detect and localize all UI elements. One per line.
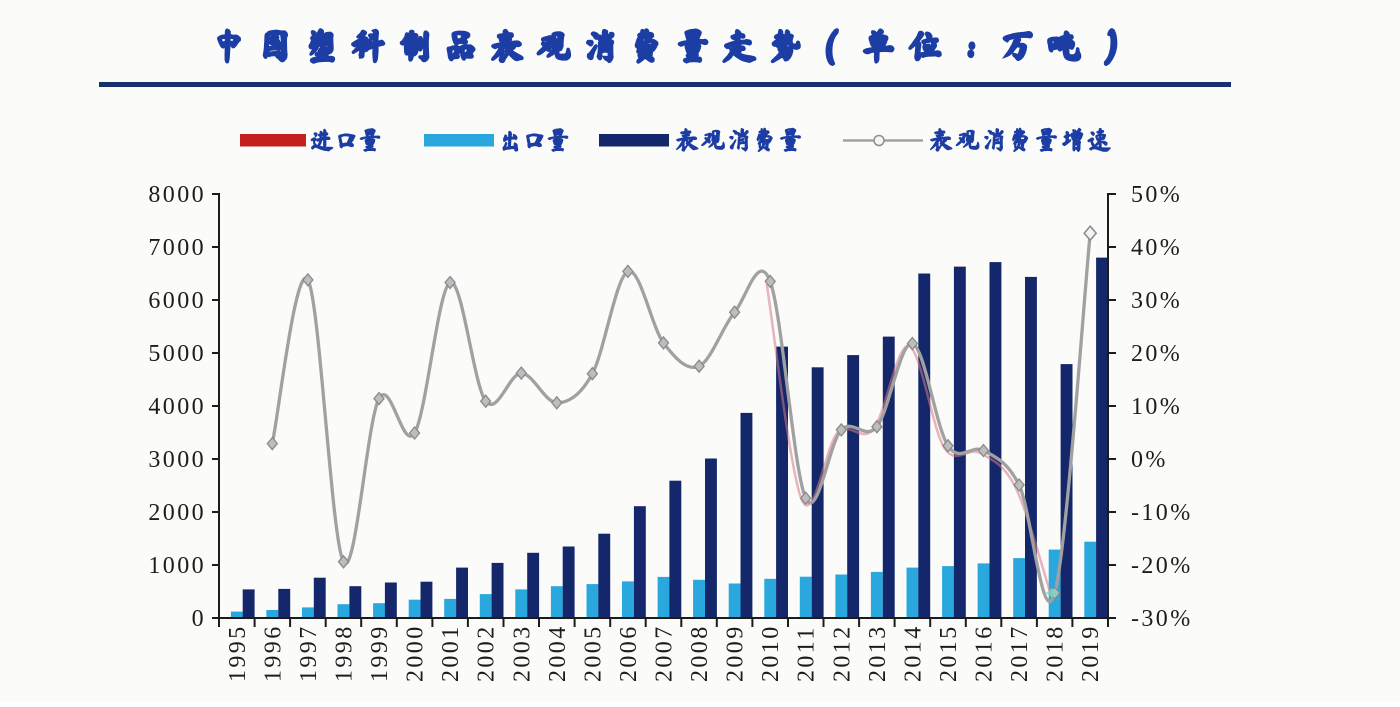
svg-text:7000: 7000 (148, 235, 206, 261)
svg-text:2004: 2004 (545, 624, 571, 682)
svg-text:2018: 2018 (1043, 624, 1069, 682)
svg-text:2017: 2017 (1007, 624, 1033, 682)
svg-text:2008: 2008 (687, 624, 713, 682)
svg-text:2003: 2003 (509, 624, 535, 682)
svg-text:3000: 3000 (148, 447, 206, 473)
svg-text:2002: 2002 (474, 624, 500, 682)
svg-text:0%: 0% (1131, 447, 1168, 473)
svg-text:-20%: -20% (1131, 553, 1193, 579)
svg-text:4000: 4000 (148, 394, 206, 420)
svg-text:1997: 1997 (296, 624, 322, 682)
svg-text:1996: 1996 (260, 624, 286, 682)
svg-text:1999: 1999 (367, 624, 393, 682)
svg-text:-30%: -30% (1131, 606, 1193, 632)
svg-text:2009: 2009 (723, 624, 749, 682)
svg-text:2014: 2014 (900, 624, 926, 682)
svg-text:2013: 2013 (865, 624, 891, 682)
svg-text:2007: 2007 (652, 624, 678, 682)
svg-text:20%: 20% (1131, 341, 1182, 367)
svg-text:-10%: -10% (1131, 500, 1193, 526)
svg-text:5000: 5000 (148, 341, 206, 367)
svg-text:1000: 1000 (148, 553, 206, 579)
svg-text:2001: 2001 (438, 624, 464, 682)
svg-text:2006: 2006 (616, 624, 642, 682)
svg-text:2015: 2015 (936, 624, 962, 682)
svg-text:40%: 40% (1131, 235, 1182, 261)
svg-text:1998: 1998 (332, 624, 358, 682)
svg-text:50%: 50% (1131, 182, 1182, 208)
svg-text:2010: 2010 (758, 624, 784, 682)
svg-text:2011: 2011 (794, 625, 820, 682)
svg-text:2000: 2000 (403, 624, 429, 682)
svg-text:10%: 10% (1131, 394, 1182, 420)
svg-text:30%: 30% (1131, 288, 1182, 314)
svg-text:8000: 8000 (148, 182, 206, 208)
svg-text:2012: 2012 (829, 624, 855, 682)
svg-text:6000: 6000 (148, 288, 206, 314)
svg-text:0: 0 (192, 606, 206, 632)
svg-text:2019: 2019 (1078, 624, 1104, 682)
svg-text:2016: 2016 (972, 624, 998, 682)
svg-text:1995: 1995 (225, 624, 251, 682)
svg-text:2000: 2000 (148, 500, 206, 526)
svg-text:2005: 2005 (580, 624, 606, 682)
